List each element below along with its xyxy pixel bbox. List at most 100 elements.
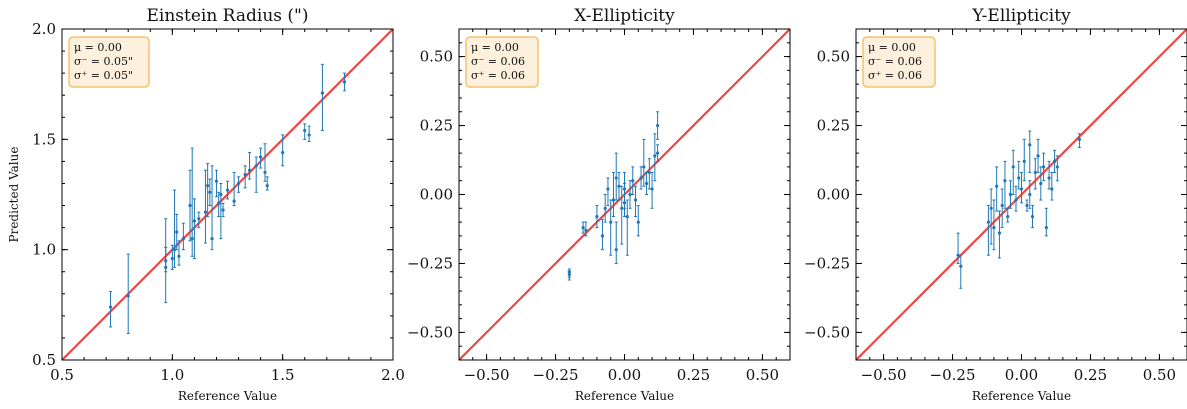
data-point (1047, 176, 1051, 180)
data-point (219, 192, 223, 197)
plot-area (459, 29, 790, 360)
data-point (181, 237, 185, 241)
plot-area (856, 29, 1187, 360)
data-point (188, 203, 192, 208)
y-tick-label: 0.00 (817, 186, 850, 204)
data-point (1033, 170, 1037, 175)
stats-line: σ⁻ = 0.06 (471, 55, 525, 68)
y-tick-label: 2.0 (32, 20, 56, 38)
data-point (595, 214, 599, 219)
y-tick-label: 0.25 (420, 117, 453, 135)
data-point (108, 305, 113, 309)
data-point (342, 80, 347, 84)
data-point (1039, 181, 1043, 186)
x-axis-label: Reference Value (178, 389, 277, 403)
x-tick-label: 0.00 (608, 366, 641, 384)
data-point (986, 220, 991, 224)
data-point (633, 198, 638, 202)
data-point (170, 256, 174, 261)
data-point (1000, 203, 1004, 208)
x-tick-label: −0.25 (930, 366, 976, 384)
x-tick-label: 0.50 (1143, 366, 1176, 384)
data-point (1053, 159, 1057, 163)
y-tick-label: 0.25 (817, 117, 850, 135)
data-point (303, 128, 307, 133)
chart-panel-1: Einstein Radius (") 0.50.5 1.0 1.0 1.5 1.5 2.0… (7, 6, 405, 403)
data-point (221, 208, 225, 212)
y-tick-label: 0.5 (32, 351, 56, 369)
data-point (609, 220, 613, 224)
chart-title: Y-Ellipticity (971, 6, 1071, 26)
data-point (1011, 165, 1015, 169)
x-tick-label: 0.00 (1005, 366, 1038, 384)
data-point (1022, 159, 1026, 163)
data-point (584, 228, 588, 232)
data-point (1008, 192, 1013, 197)
stats-line: μ = 0.00 (471, 41, 519, 54)
x-tick-label: −0.25 (533, 366, 579, 384)
data-point (208, 190, 212, 194)
data-point (1028, 143, 1032, 147)
data-point (647, 170, 651, 175)
x-tick-label: 1.5 (271, 366, 295, 384)
data-point (1019, 187, 1024, 191)
plot-area (62, 29, 393, 360)
x-tick-label: 0.25 (677, 366, 710, 384)
data-point (263, 170, 267, 175)
data-point (265, 184, 269, 188)
data-point (639, 176, 643, 180)
data-point (1044, 226, 1048, 230)
data-point (995, 184, 999, 188)
data-point (1025, 203, 1029, 208)
data-point (164, 259, 168, 263)
data-point (190, 237, 194, 241)
y-tick-label: 0.50 (420, 48, 453, 66)
data-point (622, 187, 627, 191)
y-axis-label: Predicted Value (7, 147, 21, 243)
data-point (617, 184, 621, 188)
chart-panel-3: Y-Ellipticity −0.50 −0.50 −0.25 −0.25 0.00 0.0… (804, 6, 1187, 403)
data-point (567, 272, 571, 277)
data-point (636, 220, 640, 224)
stats-line: σ⁺ = 0.06 (471, 69, 525, 82)
stats-line: σ⁺ = 0.05" (74, 69, 133, 82)
data-point (1017, 176, 1021, 180)
data-point (126, 294, 130, 298)
chart-panel-2: X-Ellipticity −0.50 −0.50 −0.25 −0.25 0.00 0.0… (407, 6, 791, 403)
x-tick-label: 0.25 (1074, 366, 1107, 384)
data-point (281, 150, 285, 155)
data-point (656, 123, 660, 128)
data-point (656, 151, 660, 155)
data-point (243, 173, 247, 177)
data-point (959, 264, 963, 268)
stats-box (465, 36, 539, 88)
data-point (956, 253, 960, 257)
data-point (628, 192, 632, 197)
data-point (1050, 187, 1054, 191)
data-point (192, 219, 196, 223)
stats-line: σ⁻ = 0.05" (74, 55, 133, 68)
data-point (1003, 179, 1007, 183)
data-point (214, 179, 219, 183)
y-tick-label: 0.50 (817, 48, 850, 66)
x-tick-label: 2.0 (381, 366, 405, 384)
data-point (197, 217, 201, 221)
y-tick-label: 1.0 (32, 241, 56, 259)
data-point (1077, 137, 1082, 141)
data-point (992, 226, 996, 230)
chart-title: X-Ellipticity (574, 6, 675, 26)
data-point (653, 154, 657, 158)
data-point (232, 199, 236, 203)
data-point (175, 230, 179, 234)
data-point (1006, 214, 1010, 219)
data-point (1036, 154, 1040, 158)
data-point (225, 188, 230, 192)
x-tick-label: −0.50 (861, 366, 907, 384)
data-point (254, 164, 258, 168)
data-point (172, 248, 177, 252)
data-point (606, 187, 610, 191)
data-point (650, 187, 654, 191)
y-tick-label: 0.00 (420, 186, 453, 204)
data-point (611, 198, 616, 202)
